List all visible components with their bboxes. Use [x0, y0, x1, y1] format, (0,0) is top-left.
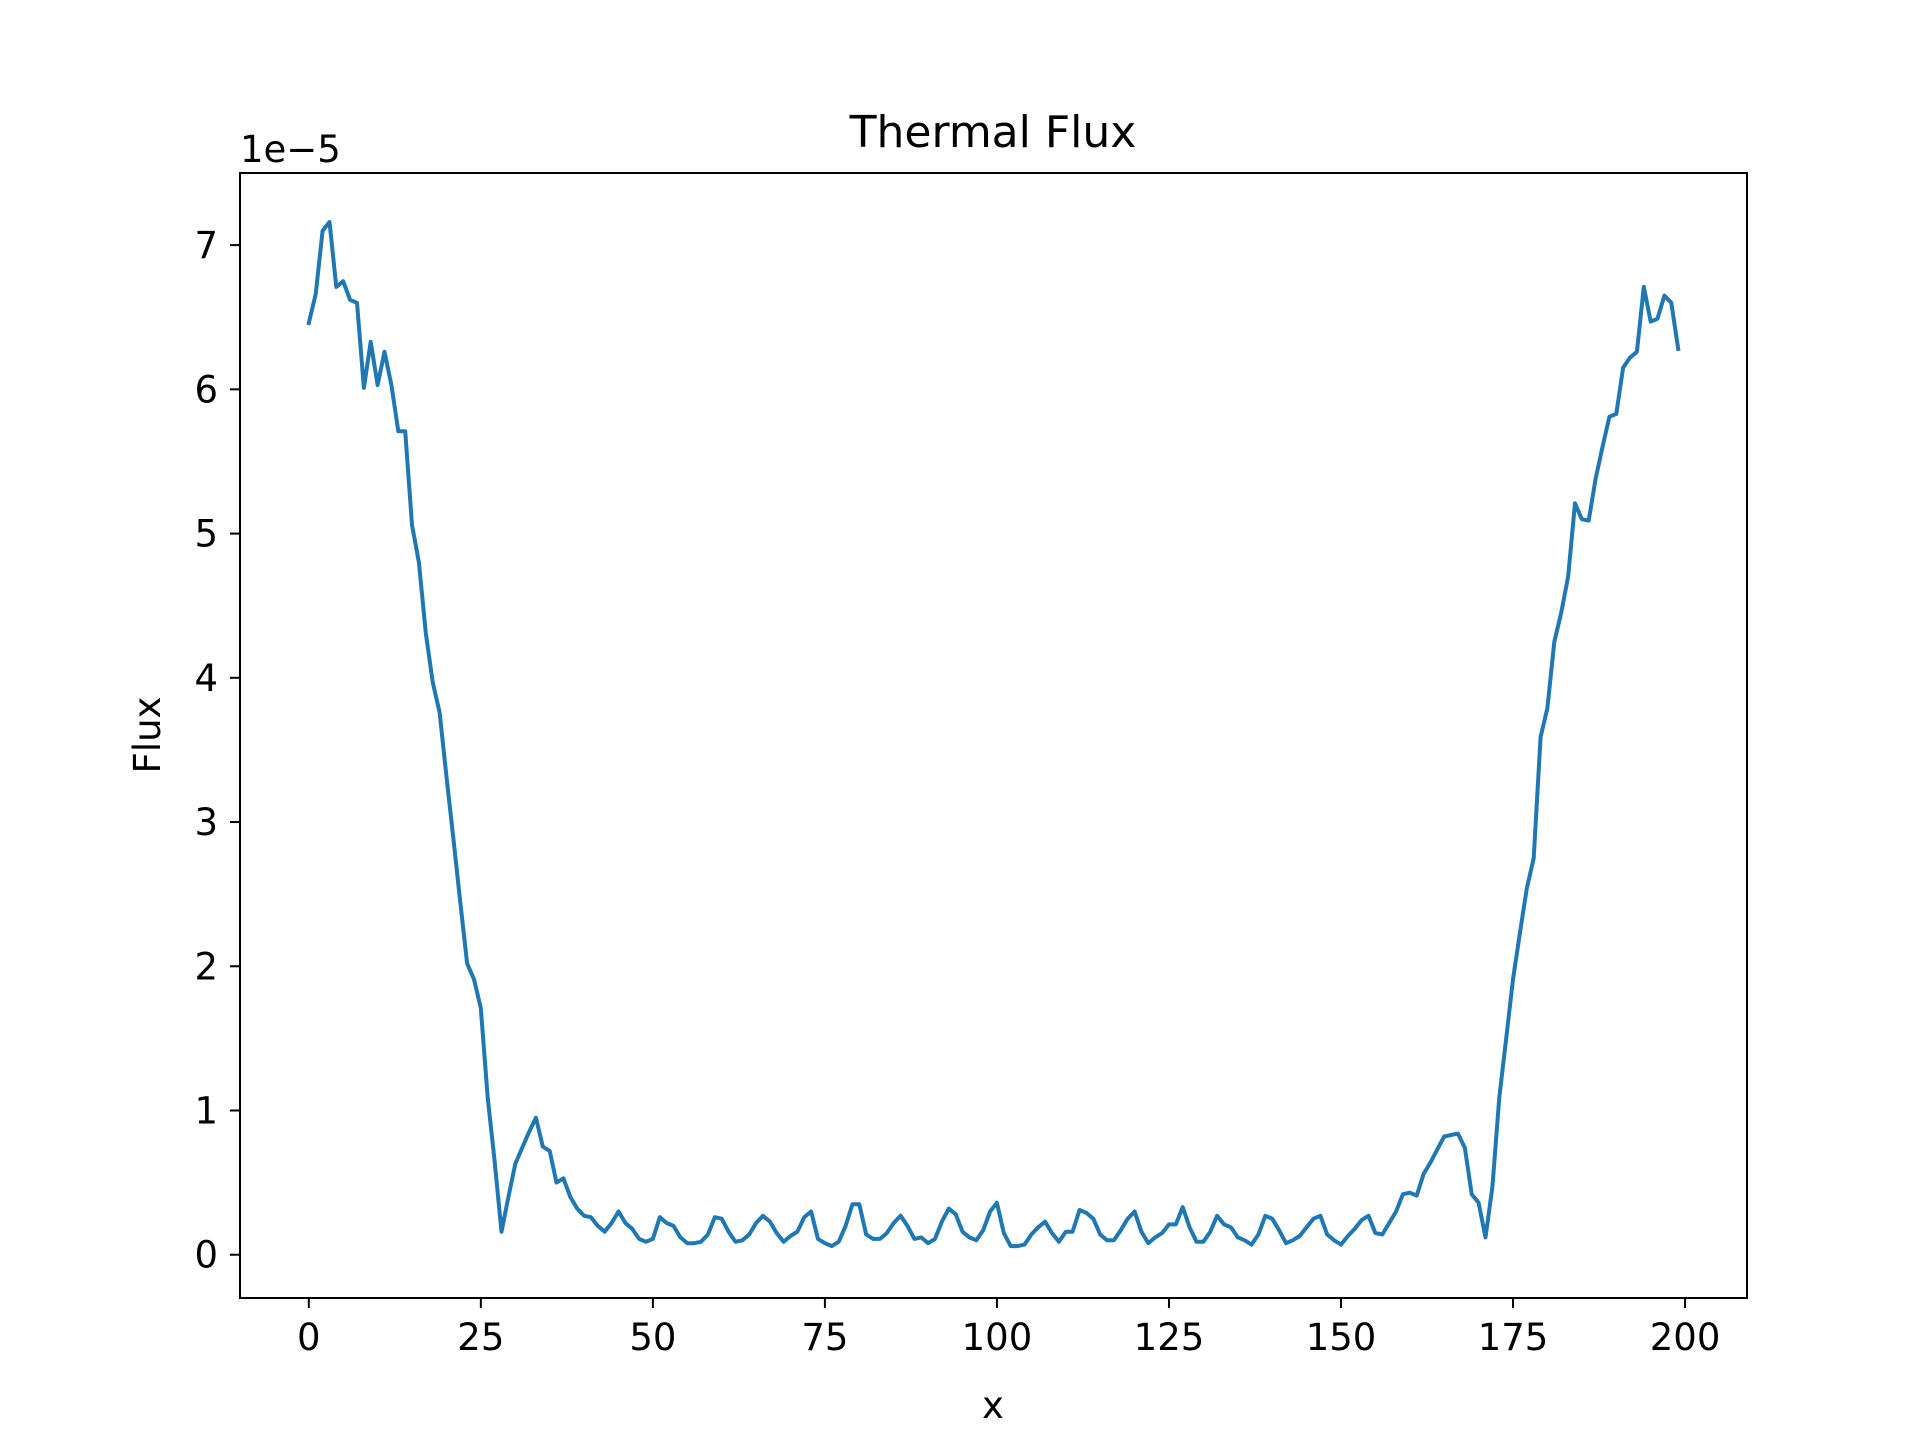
x-tick-label: 0 — [297, 1316, 321, 1359]
x-axis-label: x — [982, 1384, 1004, 1427]
x-tick-label: 175 — [1478, 1316, 1549, 1359]
y-tick-label: 3 — [194, 801, 218, 844]
y-tick-label: 6 — [194, 368, 218, 411]
x-tick-label: 75 — [801, 1316, 848, 1359]
y-tick-label: 2 — [194, 945, 218, 988]
x-tick-label: 150 — [1306, 1316, 1377, 1359]
y-tick-label: 1 — [194, 1090, 218, 1133]
y-axis-ticks: 0 1 2 3 4 5 6 7 — [194, 224, 240, 1277]
x-tick-label: 200 — [1650, 1316, 1721, 1359]
x-tick-label: 50 — [629, 1316, 676, 1359]
series-line-0 — [306, 220, 1681, 1249]
plot-layer — [306, 220, 1681, 1249]
y-tick-label: 5 — [194, 513, 218, 556]
plot-frame — [239, 172, 1748, 1299]
x-tick-label: 100 — [962, 1316, 1033, 1359]
y-axis-label: Flux — [126, 697, 169, 774]
y-tick-label: 7 — [194, 224, 218, 267]
y-axis-offset-label: 1e−5 — [240, 128, 341, 171]
x-tick-label: 125 — [1134, 1316, 1205, 1359]
x-axis-ticks: 0 25 50 75 100 125 150 175 200 — [297, 1298, 1720, 1359]
chart-title: Thermal Flux — [849, 107, 1137, 158]
y-tick-label: 4 — [194, 657, 218, 700]
x-tick-label: 25 — [457, 1316, 504, 1359]
y-tick-label: 0 — [194, 1234, 218, 1277]
